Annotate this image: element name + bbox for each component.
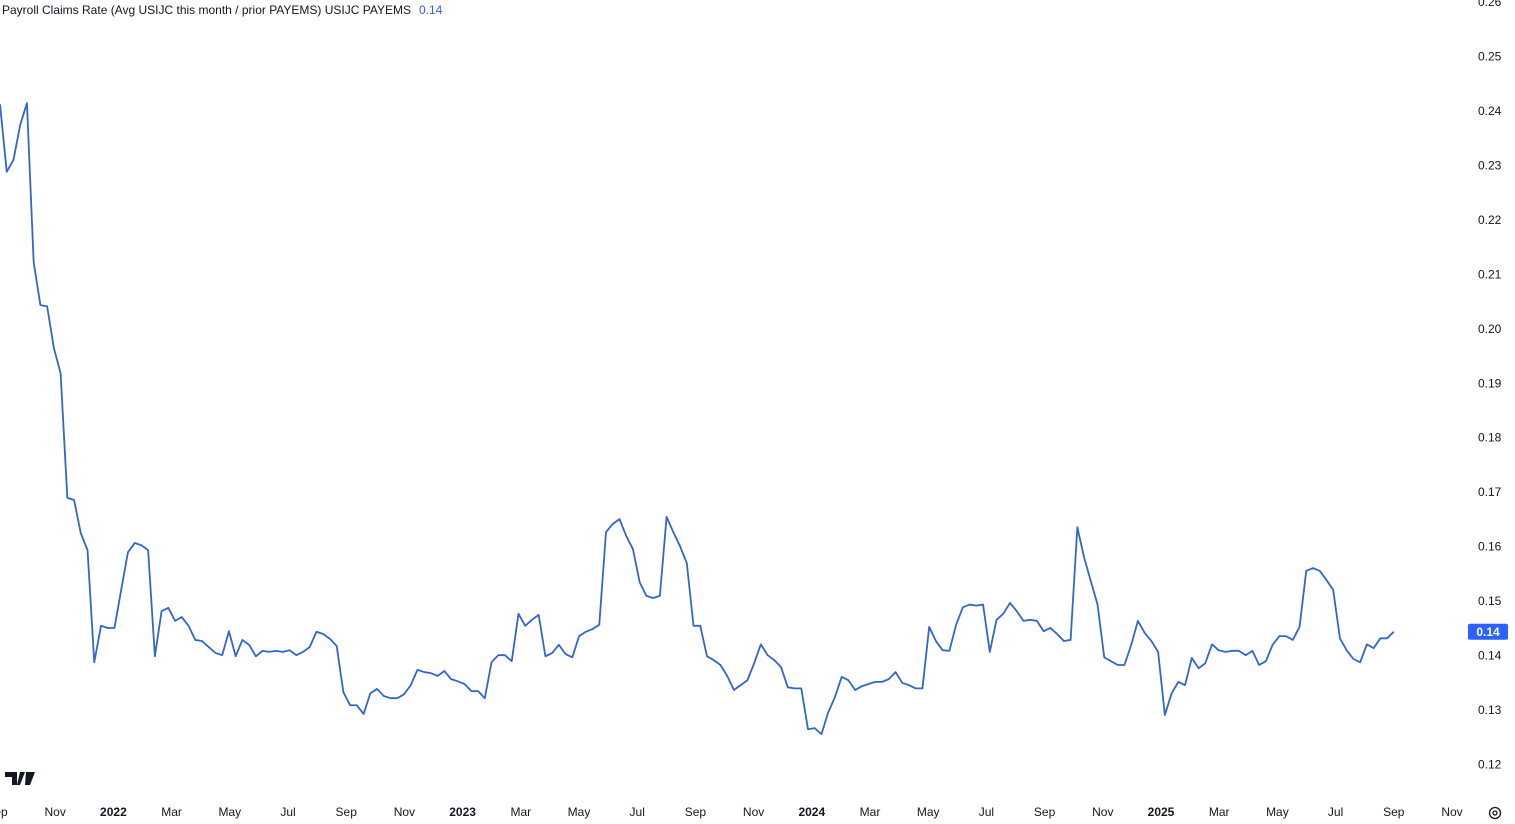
x-tick-label: Mar <box>860 805 881 819</box>
x-tick-label: Sep <box>1383 805 1405 819</box>
x-tick-label: May <box>218 805 241 819</box>
y-tick-label: 0.18 <box>1478 431 1502 445</box>
y-tick-label: 0.23 <box>1478 158 1502 172</box>
x-tick-label: 2023 <box>449 805 476 819</box>
x-tick-label: Nov <box>394 805 415 819</box>
tradingview-logo <box>5 772 35 785</box>
x-tick-label: Sep <box>0 805 8 819</box>
y-tick-label: 0.25 <box>1478 50 1502 64</box>
x-tick-label: Sep <box>336 805 358 819</box>
x-tick-label: Mar <box>161 805 182 819</box>
x-tick-label: 2022 <box>100 805 127 819</box>
x-tick-label: Nov <box>1092 805 1113 819</box>
x-tick-label: 2025 <box>1148 805 1175 819</box>
x-tick-label: Mar <box>510 805 531 819</box>
x-tick-label: Nov <box>743 805 764 819</box>
y-tick-label: 0.16 <box>1478 540 1502 554</box>
x-tick-label: Jul <box>979 805 994 819</box>
x-tick-label: Jul <box>280 805 295 819</box>
x-tick-label: Sep <box>685 805 707 819</box>
y-tick-label: 0.24 <box>1478 104 1502 118</box>
x-tick-label: Jul <box>1328 805 1343 819</box>
x-tick-label: Nov <box>45 805 66 819</box>
x-tick-label: Nov <box>1441 805 1462 819</box>
y-tick-label: 0.15 <box>1478 594 1502 608</box>
y-tick-label: 0.21 <box>1478 267 1502 281</box>
y-tick-label: 0.13 <box>1478 703 1502 717</box>
y-tick-label: 0.26 <box>1478 0 1502 9</box>
x-tick-label: Jul <box>630 805 645 819</box>
x-tick-label: Mar <box>1209 805 1230 819</box>
line-series <box>0 102 1395 736</box>
header-value: 0.14 <box>419 3 443 17</box>
y-tick-label: 0.14 <box>1478 648 1502 662</box>
x-tick-label: Sep <box>1034 805 1056 819</box>
x-tick-label: May <box>917 805 940 819</box>
chart-title: Payroll Claims Rate (Avg USIJC this mont… <box>2 3 411 17</box>
settings-icon[interactable] <box>1488 806 1502 820</box>
x-tick-label: 2024 <box>798 805 825 819</box>
y-tick-label: 0.20 <box>1478 322 1502 336</box>
x-tick-label: May <box>1266 805 1289 819</box>
y-tick-label: 0.17 <box>1478 485 1502 499</box>
last-value-label: 0.14 <box>1476 625 1500 639</box>
x-tick-label: May <box>568 805 591 819</box>
y-tick-label: 0.12 <box>1478 757 1502 771</box>
y-tick-label: 0.22 <box>1478 213 1502 227</box>
last-value-badge <box>1468 623 1508 640</box>
y-tick-label: 0.19 <box>1478 376 1502 390</box>
